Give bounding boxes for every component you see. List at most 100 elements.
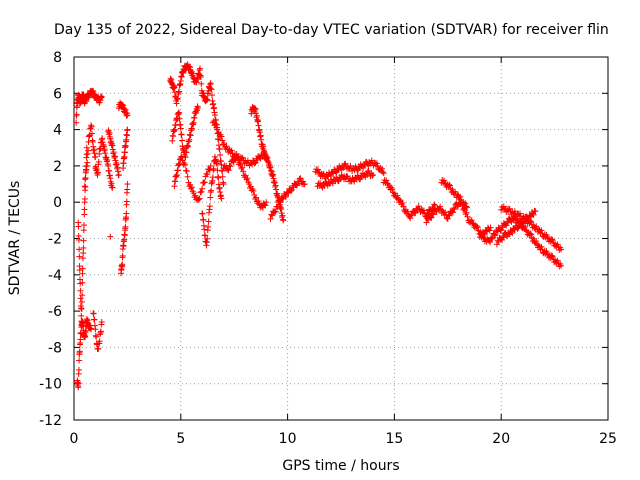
y-tick-label: 4	[53, 123, 62, 139]
data-point	[544, 251, 551, 258]
data-point	[552, 256, 559, 263]
data-point	[178, 131, 185, 138]
data-point	[552, 240, 559, 247]
data-point	[76, 267, 83, 274]
data-point	[186, 136, 193, 143]
data-point	[480, 234, 487, 241]
data-point	[279, 195, 286, 202]
data-point	[121, 149, 128, 156]
data-point	[217, 152, 224, 159]
data-point	[76, 246, 83, 253]
x-tick-label: 25	[599, 431, 617, 447]
data-point	[238, 154, 245, 161]
data-point	[549, 253, 556, 260]
data-point	[530, 211, 537, 218]
data-point	[174, 96, 181, 103]
data-point	[497, 227, 504, 234]
data-point	[429, 210, 436, 217]
data-point	[522, 223, 529, 230]
data-point	[173, 172, 180, 179]
data-point	[83, 144, 90, 151]
data-point	[182, 161, 189, 168]
data-point	[449, 209, 456, 216]
data-point	[81, 183, 88, 190]
data-point	[202, 232, 209, 239]
data-point	[272, 208, 279, 215]
data-point	[558, 246, 565, 253]
data-point	[297, 175, 304, 182]
data-point	[274, 203, 281, 210]
data-point	[123, 132, 130, 139]
data-point	[206, 203, 213, 210]
data-point	[379, 165, 386, 172]
data-point	[200, 216, 207, 223]
data-point	[81, 222, 88, 229]
data-point	[527, 213, 534, 220]
data-point	[267, 215, 274, 222]
data-point	[84, 159, 91, 166]
data-point	[227, 163, 234, 170]
data-point	[215, 136, 222, 143]
data-point	[172, 178, 179, 185]
data-point	[75, 380, 82, 387]
data-point	[428, 214, 435, 221]
data-point	[388, 184, 395, 191]
data-point	[82, 174, 89, 181]
data-point	[301, 181, 308, 188]
data-point	[230, 159, 237, 166]
data-point	[216, 146, 223, 153]
data-point	[210, 165, 217, 172]
data-point	[218, 133, 225, 140]
data-point	[209, 174, 216, 181]
data-point	[516, 210, 523, 217]
data-point	[201, 226, 208, 233]
y-tick-label: 8	[53, 50, 62, 66]
data-point	[123, 198, 130, 205]
data-point	[315, 169, 322, 176]
data-point	[88, 130, 95, 137]
data-point	[219, 167, 226, 174]
data-point	[78, 299, 85, 306]
data-point	[194, 104, 201, 111]
data-point	[558, 262, 565, 269]
data-point	[76, 357, 83, 364]
data-point	[201, 179, 208, 186]
data-point	[244, 175, 251, 182]
data-point	[396, 197, 403, 204]
y-tick-label: 6	[53, 86, 62, 102]
data-point	[183, 149, 190, 156]
data-point	[204, 96, 211, 103]
data-point	[532, 208, 539, 215]
y-tick-label: -8	[48, 340, 62, 356]
data-point	[340, 164, 347, 171]
data-point	[73, 111, 80, 118]
data-point	[544, 234, 551, 241]
data-point	[124, 112, 131, 119]
data-point	[251, 160, 258, 167]
data-point	[197, 73, 204, 80]
data-point	[77, 287, 84, 294]
data-point	[91, 316, 98, 323]
data-point	[430, 211, 437, 218]
data-point	[412, 210, 419, 217]
data-point	[80, 227, 87, 234]
data-point	[98, 318, 105, 325]
data-point	[199, 210, 206, 217]
data-point	[185, 143, 192, 150]
data-point	[408, 212, 415, 219]
data-point	[528, 218, 535, 225]
data-point	[77, 336, 84, 343]
data-point	[75, 223, 82, 230]
data-point	[94, 169, 101, 176]
data-point	[93, 333, 100, 340]
data-point	[431, 201, 438, 208]
data-point	[106, 167, 113, 174]
data-point	[528, 231, 535, 238]
data-point	[218, 161, 225, 168]
data-point	[332, 169, 339, 176]
data-point	[211, 112, 218, 119]
data-point	[468, 217, 475, 224]
data-point	[79, 265, 86, 272]
data-point	[190, 119, 197, 126]
tick-labels: 0 5 10 15 20 25 -12 -10 -8 -6 -4 -2 0 2 4 6 8	[39, 50, 617, 447]
